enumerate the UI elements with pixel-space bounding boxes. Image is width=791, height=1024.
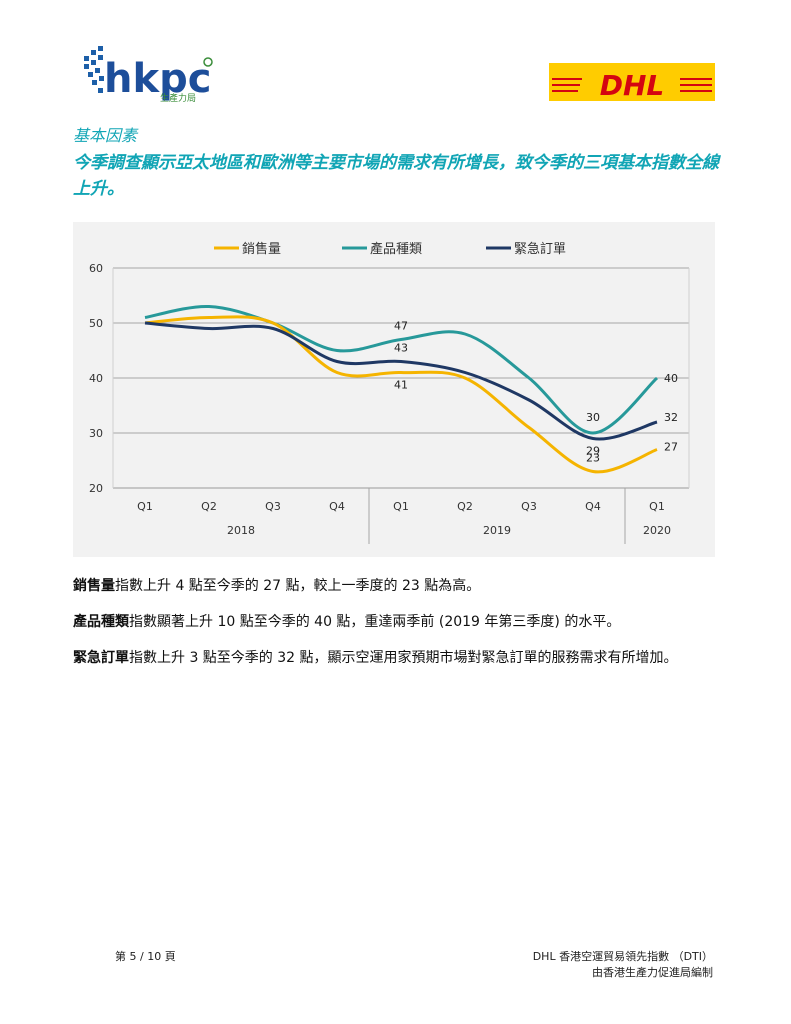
series-line [144, 304, 659, 435]
chart: 20 30 40 50 60 Q1 Q2 Q3 Q4 Q1 Q2 Q3 Q4 Q1 2018 2019 2020… [73, 222, 715, 557]
series-line [144, 321, 658, 441]
series-line [144, 315, 658, 474]
x-tick-label: Q2 [457, 500, 473, 513]
x-group-label: 2019 [483, 524, 511, 537]
paragraph-lead: 緊急訂單 [73, 650, 129, 666]
page-number: 第 5 / 10 頁 [115, 950, 176, 963]
y-tick-label: 30 [89, 427, 103, 440]
data-label: 27 [664, 441, 678, 454]
paragraph: 產品種類指數顯著上升 10 點至今季的 40 點，重達兩季前 (2019 年第三… [73, 611, 713, 634]
data-label: 41 [394, 379, 408, 392]
y-tick-label: 40 [89, 372, 103, 385]
data-label: 30 [586, 411, 600, 424]
footer-publisher: 由香港生產力促進局編制 [592, 966, 713, 979]
legend-label: 緊急訂單 [514, 241, 566, 257]
x-tick-label: Q1 [649, 500, 665, 513]
intro: 今季調查顯示亞太地區和歐洲等主要市場的需求有所增長，致今季的三項基本指數全線上升… [73, 153, 719, 199]
data-label: 29 [586, 445, 600, 458]
paragraph: 銷售量指數上升 4 點至今季的 27 點，較上一季度的 23 點為高。 [73, 575, 713, 598]
hkpc-dots [84, 46, 104, 93]
data-label: 47 [394, 320, 408, 333]
x-tick-label: Q4 [329, 500, 345, 513]
reg-mark [203, 57, 213, 67]
x-tick-label: Q1 [137, 500, 153, 513]
footer-title: DHL 香港空運貿易領先指數 （DTI） [532, 950, 713, 963]
x-tick-label: Q1 [393, 500, 409, 513]
x-tick-label: Q4 [585, 500, 601, 513]
x-tick-label: Q3 [265, 500, 281, 513]
paragraph-text: 指數上升 4 點至今季的 27 點，較上一季度的 23 點為高。 [115, 578, 481, 594]
paragraph-lead: 銷售量 [73, 578, 115, 594]
y-tick-label: 50 [89, 317, 103, 330]
header-logos: hkpc 生產力局 DHL [84, 46, 715, 104]
paragraph-lead: 產品種類 [73, 614, 129, 630]
paragraph-text: 指數上升 3 點至今季的 32 點，顯示空運用家預期市場對緊急訂單的服務需求有所… [129, 650, 678, 666]
section-title: 基本因素 [73, 126, 138, 145]
x-tick-label: Q3 [521, 500, 537, 513]
y-tick-label: 20 [89, 482, 103, 495]
dhl-box [549, 63, 715, 101]
x-group-label: 2018 [227, 524, 255, 537]
legend-label: 銷售量 [242, 241, 281, 257]
x-group-label: 2020 [643, 524, 671, 537]
data-label: 43 [394, 342, 408, 355]
hkpc-logo: hkpc [104, 56, 211, 102]
paragraph-text: 指數顯著上升 10 點至今季的 40 點，重達兩季前 (2019 年第三季度) … [129, 614, 621, 630]
legend-label: 產品種類 [370, 241, 422, 257]
dhl-stripes [552, 78, 712, 92]
x-tick-label: Q2 [201, 500, 217, 513]
paragraph: 緊急訂單指數上升 3 點至今季的 32 點，顯示空運用家預期市場對緊急訂單的服務… [73, 647, 713, 670]
y-tick-label: 60 [89, 262, 103, 275]
data-label: 40 [664, 372, 678, 385]
data-label: 32 [664, 411, 678, 424]
chart-bg [73, 222, 715, 557]
dhl-logo: DHL [600, 69, 665, 102]
data-label: 23 [586, 452, 600, 465]
hkpc-subtext: 生產力局 [160, 92, 196, 104]
